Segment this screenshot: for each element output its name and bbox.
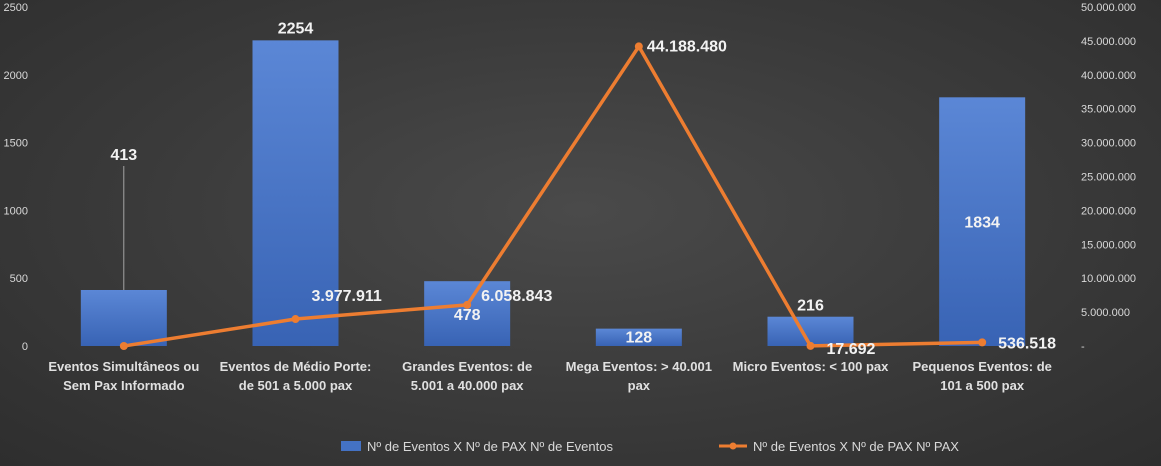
bar bbox=[424, 281, 511, 346]
bar bbox=[252, 40, 339, 346]
bar bbox=[939, 97, 1026, 346]
left-axis: 0 500 1000 1500 2000 2500 bbox=[4, 2, 28, 353]
right-tick-label: 30.000.000 bbox=[1081, 138, 1136, 150]
line-value-label: 6.058.843 bbox=[481, 288, 552, 305]
right-tick-label: 35.000.000 bbox=[1081, 104, 1136, 116]
legend-line-marker bbox=[729, 442, 737, 450]
line-point bbox=[463, 300, 472, 309]
right-tick-label: 45.000.000 bbox=[1081, 36, 1136, 48]
left-tick-label: 500 bbox=[10, 273, 28, 285]
left-tick-label: 1500 bbox=[4, 138, 28, 150]
left-tick-label: 2000 bbox=[4, 70, 28, 82]
category-label: Eventos Simultâneos ou bbox=[48, 359, 199, 374]
right-tick-label: - bbox=[1081, 341, 1085, 353]
category-label: Micro Eventos: < 100 pax bbox=[733, 359, 889, 374]
line-value-label: 3.977.911 bbox=[312, 288, 382, 305]
line-series bbox=[119, 42, 987, 350]
left-tick-label: 1000 bbox=[4, 205, 28, 217]
right-tick-label: 20.000.000 bbox=[1081, 205, 1136, 217]
line-point bbox=[119, 342, 128, 350]
category-label: Pequenos Eventos: de bbox=[912, 359, 1051, 374]
category-label: 101 a 500 pax bbox=[940, 378, 1025, 393]
line-value-label: 17.692 bbox=[827, 341, 876, 358]
bar bbox=[595, 328, 682, 346]
bar-value-label: 413 bbox=[110, 147, 137, 164]
legend-line-label: Nº de Eventos X Nº de PAX Nº PAX bbox=[753, 439, 959, 454]
right-tick-label: 15.000.000 bbox=[1081, 239, 1136, 251]
category-label: pax bbox=[628, 378, 651, 393]
category-label: Eventos de Médio Porte: bbox=[220, 359, 372, 374]
right-tick-label: 40.000.000 bbox=[1081, 70, 1136, 82]
bar bbox=[80, 289, 167, 346]
bar-value-label: 216 bbox=[797, 298, 824, 315]
left-tick-label: 0 bbox=[22, 341, 28, 353]
right-axis: - 5.000.000 10.000.000 15.000.000 20.000.000… bbox=[1081, 2, 1136, 353]
line-value-label: 536.518 bbox=[998, 335, 1056, 352]
left-tick-label: 2500 bbox=[4, 2, 28, 14]
right-tick-label: 50.000.000 bbox=[1081, 2, 1136, 14]
line-point bbox=[978, 338, 987, 347]
bar-value-label: 1834 bbox=[964, 215, 1000, 232]
category-label: Mega Eventos: > 40.001 bbox=[566, 359, 712, 374]
bar-series bbox=[80, 40, 1026, 346]
category-label: Grandes Eventos: de bbox=[402, 359, 532, 374]
right-tick-label: 5.000.000 bbox=[1081, 307, 1130, 319]
category-label: Sem Pax Informado bbox=[63, 378, 184, 393]
legend-bar-label: Nº de Eventos X Nº de PAX Nº de Eventos bbox=[367, 439, 613, 454]
category-labels: Eventos Simultâneos ou Sem Pax Informado E… bbox=[48, 359, 1052, 393]
line-point bbox=[291, 315, 300, 324]
bar-value-label: 2254 bbox=[278, 20, 314, 37]
bar bbox=[767, 316, 854, 346]
line-value-label: 44.188.480 bbox=[647, 38, 727, 55]
right-tick-label: 10.000.000 bbox=[1081, 273, 1136, 285]
category-label: de 501 a 5.000 pax bbox=[239, 378, 353, 393]
data-labels: 413 2254 478 128 216 1834 3.977.911 6.058.843 44… bbox=[110, 20, 1056, 358]
line-point bbox=[634, 42, 643, 51]
category-label: 5.001 a 40.000 pax bbox=[411, 378, 525, 393]
bar-value-label: 478 bbox=[454, 307, 481, 324]
series-line bbox=[123, 44, 983, 348]
right-tick-label: 25.000.000 bbox=[1081, 172, 1136, 184]
legend: Nº de Eventos X Nº de PAX Nº de Eventos … bbox=[341, 439, 959, 454]
bar-value-label: 128 bbox=[625, 330, 652, 347]
line-point bbox=[806, 341, 815, 350]
legend-bar-swatch bbox=[341, 441, 361, 451]
